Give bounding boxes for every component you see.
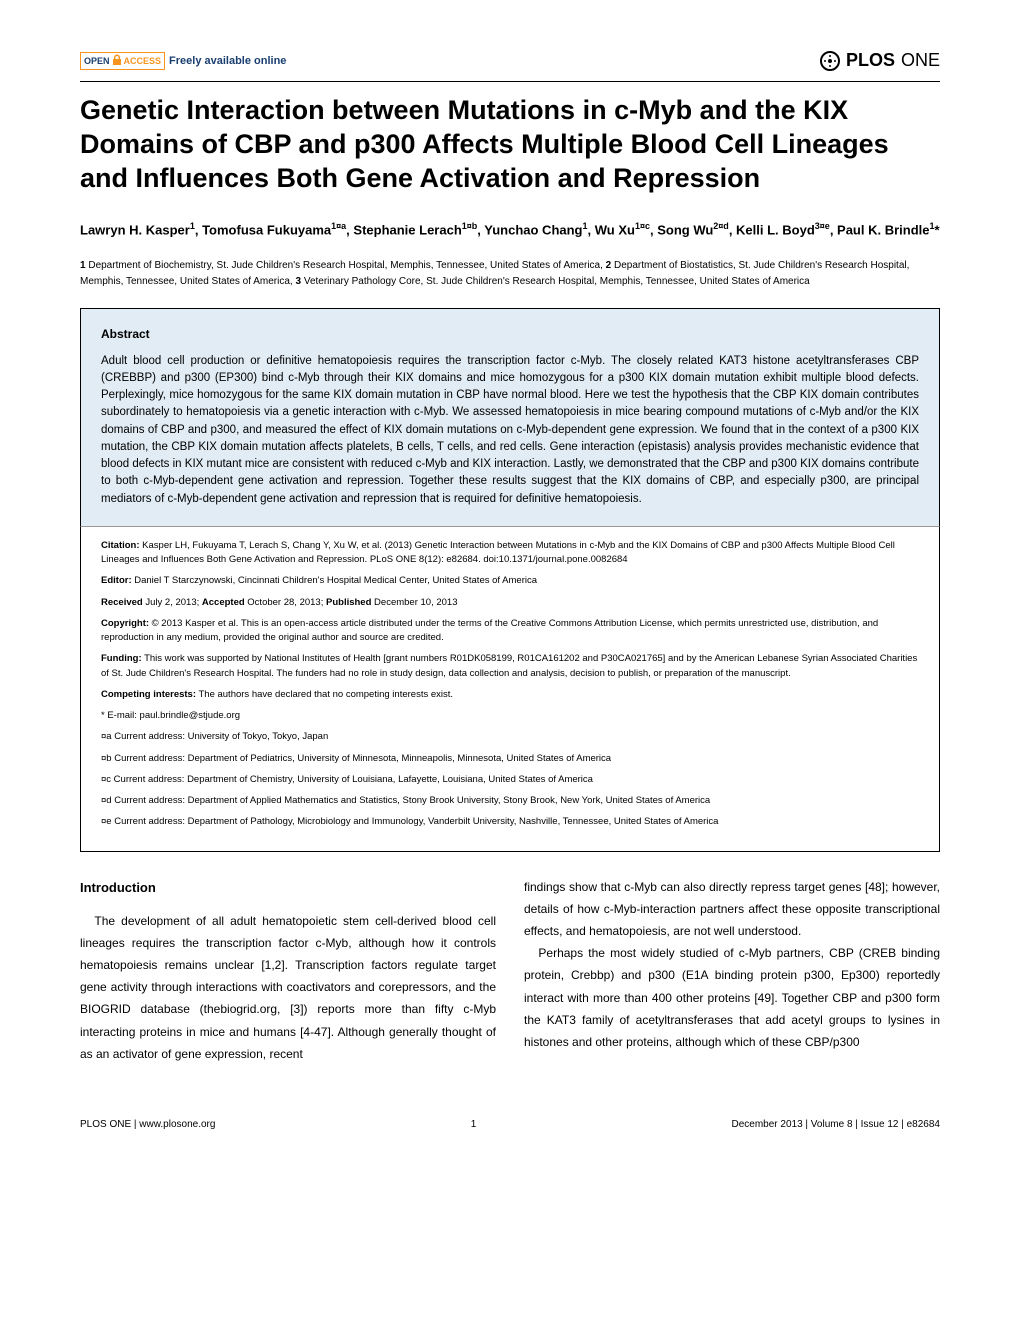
page-header: OPEN ACCESS Freely available online PLOS…	[80, 50, 940, 71]
metadata-box: Citation: Kasper LH, Fukuyama T, Lerach …	[80, 526, 940, 852]
email-line: * E-mail: paul.brindle@stjude.org	[101, 709, 919, 723]
copyright-line: Copyright: © 2013 Kasper et al. This is …	[101, 617, 919, 646]
open-access-label: Freely available online	[169, 55, 286, 67]
intro-paragraph-1-cont: findings show that c-Myb can also direct…	[524, 876, 940, 943]
current-address-a: ¤a Current address: University of Tokyo,…	[101, 730, 919, 744]
abstract-heading: Abstract	[101, 327, 919, 341]
article-title: Genetic Interaction between Mutations in…	[80, 94, 940, 195]
journal-sub: ONE	[901, 50, 940, 71]
affiliations: 1 Department of Biochemistry, St. Jude C…	[80, 258, 940, 290]
oa-badge-box: OPEN ACCESS	[80, 52, 165, 70]
column-right: findings show that c-Myb can also direct…	[524, 876, 940, 1065]
current-address-d: ¤d Current address: Department of Applie…	[101, 794, 919, 808]
page-footer: PLOS ONE | www.plosone.org 1 December 20…	[80, 1115, 940, 1130]
open-access-badge: OPEN ACCESS Freely available online	[80, 52, 286, 70]
intro-paragraph-2: Perhaps the most widely studied of c-Myb…	[524, 942, 940, 1053]
column-left: Introduction The development of all adul…	[80, 876, 496, 1065]
journal-logo: PLOS ONE	[820, 50, 940, 71]
header-rule	[80, 81, 940, 82]
editor-line: Editor: Daniel T Starczynowski, Cincinna…	[101, 574, 919, 588]
intro-paragraph-1: The development of all adult hematopoiet…	[80, 910, 496, 1065]
oa-access-text: ACCESS	[124, 56, 162, 66]
introduction-heading: Introduction	[80, 876, 496, 900]
abstract-text: Adult blood cell production or definitiv…	[101, 353, 919, 508]
dates-line: Received July 2, 2013; Accepted October …	[101, 596, 919, 610]
funding-line: Funding: This work was supported by Nati…	[101, 652, 919, 681]
current-address-c: ¤c Current address: Department of Chemis…	[101, 773, 919, 787]
footer-right: December 2013 | Volume 8 | Issue 12 | e8…	[732, 1119, 940, 1130]
footer-page-number: 1	[471, 1119, 477, 1130]
footer-left: PLOS ONE | www.plosone.org	[80, 1119, 215, 1130]
competing-line: Competing interests: The authors have de…	[101, 688, 919, 702]
lock-icon	[112, 54, 122, 68]
abstract-box: Abstract Adult blood cell production or …	[80, 308, 940, 526]
journal-name: PLOS	[846, 50, 895, 71]
current-address-e: ¤e Current address: Department of Pathol…	[101, 815, 919, 829]
plos-icon	[820, 51, 840, 71]
current-address-b: ¤b Current address: Department of Pediat…	[101, 752, 919, 766]
body-text: Introduction The development of all adul…	[80, 876, 940, 1065]
citation-line: Citation: Kasper LH, Fukuyama T, Lerach …	[101, 539, 919, 568]
oa-open-text: OPEN	[84, 56, 110, 66]
author-list: Lawryn H. Kasper1, Tomofusa Fukuyama1¤a,…	[80, 219, 940, 241]
